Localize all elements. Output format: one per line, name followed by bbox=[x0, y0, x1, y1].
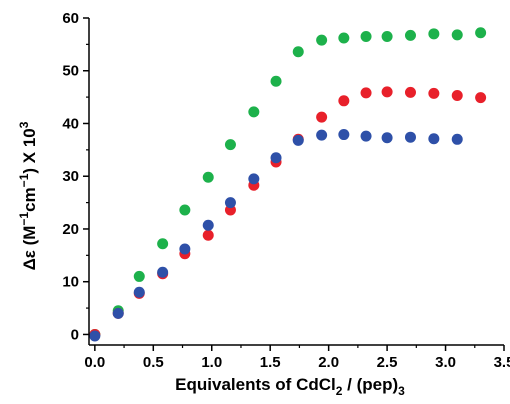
data-point bbox=[451, 29, 463, 41]
y-tick-label: 0 bbox=[71, 326, 79, 343]
tick-labels: 0.0 0.5 1.0 1.5 2.0 2.5 3.0 3.5 0 10 20 30 40 50 60 bbox=[62, 10, 510, 371]
data-point bbox=[404, 86, 416, 98]
data-point bbox=[292, 46, 304, 58]
data-point bbox=[428, 87, 440, 99]
y-axis-title: Δε (M−1cm−1) X 103 bbox=[17, 121, 39, 270]
data-point bbox=[475, 27, 487, 39]
data-point bbox=[179, 204, 191, 216]
data-point bbox=[404, 131, 416, 143]
data-point bbox=[381, 30, 393, 42]
x-tick-label: 3.5 bbox=[494, 354, 510, 371]
data-point bbox=[202, 219, 214, 231]
data-point bbox=[451, 133, 463, 145]
data-point bbox=[157, 238, 169, 250]
data-point bbox=[451, 90, 463, 102]
y-tick-label: 60 bbox=[62, 10, 79, 27]
data-series-1 bbox=[89, 27, 487, 340]
x-tick-label: 2.0 bbox=[318, 354, 339, 371]
data-point bbox=[360, 87, 372, 99]
data-point bbox=[248, 173, 260, 185]
data-point bbox=[89, 330, 101, 342]
y-tick-label: 30 bbox=[62, 168, 79, 185]
data-point bbox=[381, 132, 393, 144]
data-point bbox=[338, 129, 350, 141]
data-point bbox=[270, 75, 282, 87]
data-point bbox=[338, 95, 350, 107]
data-point bbox=[133, 286, 145, 298]
data-point bbox=[133, 270, 145, 282]
data-point bbox=[360, 30, 372, 42]
data-point bbox=[157, 266, 169, 278]
data-point bbox=[360, 130, 372, 142]
data-point bbox=[224, 197, 236, 209]
y-tick-label: 10 bbox=[62, 274, 79, 291]
data-point bbox=[475, 92, 487, 104]
x-axis-title: Equivalents of CdCl2 / (pep)3 bbox=[175, 375, 405, 398]
data-point bbox=[248, 106, 260, 118]
x-tick-label: 1.0 bbox=[201, 354, 222, 371]
plot-area bbox=[89, 27, 487, 342]
y-tick-label: 20 bbox=[62, 221, 79, 238]
axes bbox=[83, 17, 505, 351]
data-series-2 bbox=[89, 86, 487, 340]
x-tick-label: 0.5 bbox=[143, 354, 164, 371]
data-point bbox=[270, 152, 282, 164]
x-tick-label: 2.5 bbox=[377, 354, 398, 371]
data-point bbox=[224, 139, 236, 151]
data-point bbox=[428, 28, 440, 40]
data-point bbox=[316, 34, 328, 46]
data-point bbox=[316, 129, 328, 141]
data-series-3 bbox=[89, 129, 463, 342]
data-point bbox=[179, 243, 191, 255]
data-point bbox=[404, 29, 416, 41]
data-point bbox=[292, 134, 304, 146]
x-tick-label: 3.0 bbox=[435, 354, 456, 371]
data-point bbox=[428, 133, 440, 145]
y-tick-label: 50 bbox=[62, 63, 79, 80]
data-point bbox=[202, 171, 214, 183]
data-point bbox=[338, 32, 350, 44]
data-point bbox=[381, 86, 393, 98]
x-tick-label: 1.5 bbox=[260, 354, 281, 371]
data-point bbox=[112, 307, 124, 319]
data-point bbox=[316, 111, 328, 123]
data-point bbox=[202, 229, 214, 241]
y-tick-label: 40 bbox=[62, 115, 79, 132]
x-tick-label: 0.0 bbox=[84, 354, 105, 371]
